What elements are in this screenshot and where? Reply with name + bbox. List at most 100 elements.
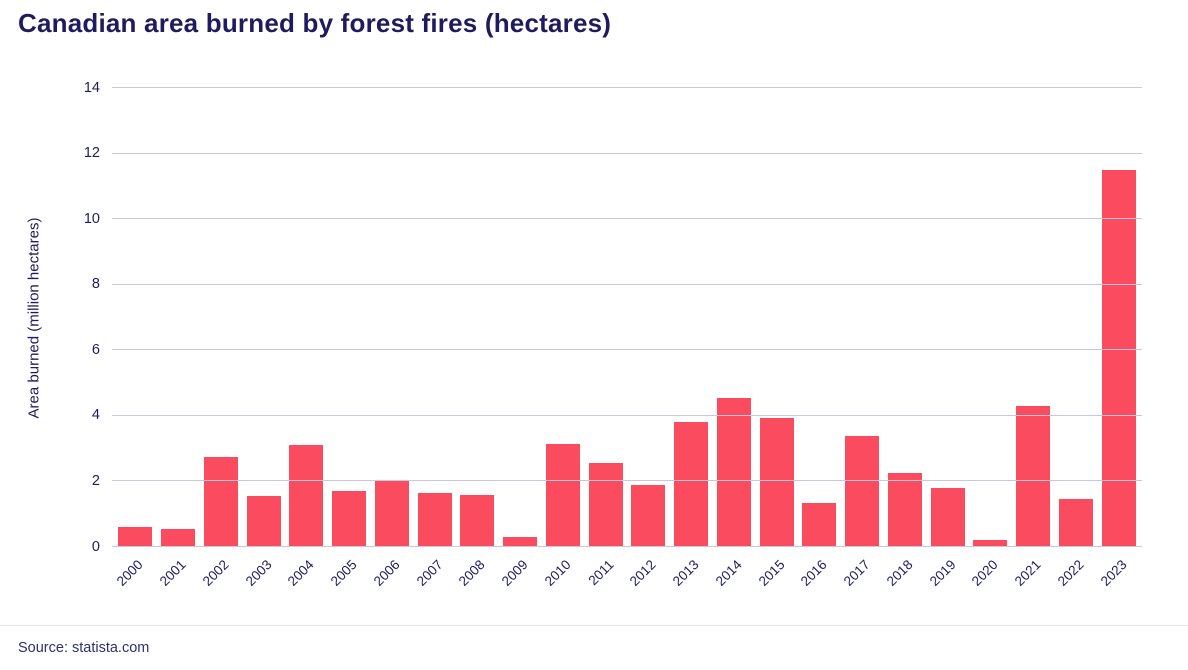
x-tick-label-2005: 2005 [327, 557, 360, 589]
bar-2007 [417, 492, 452, 547]
gridline-14 [112, 87, 1142, 88]
bar-2006 [374, 481, 409, 547]
bar-slot-2006 [371, 88, 414, 547]
x-tick-label-2022: 2022 [1054, 557, 1087, 589]
x-tick-label-2018: 2018 [883, 557, 916, 589]
chart-title: Canadian area burned by forest fires (he… [18, 8, 612, 38]
bar-slot-2000 [114, 88, 157, 547]
y-tick-label-8: 8 [91, 276, 100, 293]
x-tick-2022: 2022 [1055, 547, 1098, 617]
gridline-0 [112, 546, 1142, 547]
y-tick-label-10: 10 [83, 210, 100, 227]
x-tick-label-2020: 2020 [969, 557, 1001, 589]
x-tick-2013: 2013 [670, 547, 713, 617]
x-tick-label-2001: 2001 [156, 557, 189, 589]
x-tick-label-2009: 2009 [498, 557, 531, 589]
y-tick-label-14: 14 [83, 79, 100, 96]
y-tick-label-12: 12 [83, 145, 100, 162]
x-tick-2004: 2004 [285, 547, 328, 617]
x-tick-2012: 2012 [627, 547, 670, 617]
bar-2002 [203, 456, 238, 547]
x-tick-label-2000: 2000 [114, 557, 146, 589]
x-tick-2016: 2016 [798, 547, 841, 617]
bar-2012 [631, 484, 666, 547]
x-tick-label-2011: 2011 [585, 557, 617, 589]
x-tick-2006: 2006 [371, 547, 414, 617]
x-tick-label-2002: 2002 [199, 557, 232, 589]
y-tick-label-6: 6 [91, 341, 100, 358]
x-tick-2002: 2002 [200, 547, 243, 617]
bar-slot-2001 [157, 88, 200, 547]
bar-slot-2004 [285, 88, 328, 547]
bar-2009 [503, 537, 538, 547]
bar-2023 [1101, 169, 1136, 547]
bar-2003 [246, 496, 281, 547]
bar-2013 [674, 422, 709, 547]
x-tick-2017: 2017 [841, 547, 884, 617]
bar-2020 [973, 540, 1008, 547]
bar-slot-2023 [1097, 88, 1140, 547]
x-tick-label-2004: 2004 [285, 557, 317, 589]
bar-2010 [545, 443, 580, 547]
bar-2015 [759, 417, 794, 547]
gridline-12 [112, 152, 1142, 154]
x-tick-2008: 2008 [456, 547, 499, 617]
footer-divider [0, 625, 1188, 626]
bar-2018 [887, 473, 922, 547]
bar-2005 [332, 491, 367, 547]
x-tick-2003: 2003 [242, 547, 285, 617]
bar-slot-2007 [413, 88, 456, 547]
x-tick-2011: 2011 [584, 547, 627, 617]
bar-slot-2016 [798, 88, 841, 547]
bar-2017 [845, 435, 880, 547]
x-tick-2014: 2014 [713, 547, 756, 617]
x-tick-label-2007: 2007 [413, 557, 446, 589]
bar-slot-2014 [713, 88, 756, 547]
x-tick-2009: 2009 [499, 547, 542, 617]
x-axis-labels: 2000 2001 2002 2003 2004 2005 2006 2007 2008 2009… [112, 547, 1142, 617]
x-tick-2001: 2001 [157, 547, 200, 617]
bar-slot-2010 [542, 88, 585, 547]
gridline-4 [112, 414, 1142, 416]
bar-slot-2012 [627, 88, 670, 547]
x-tick-2021: 2021 [1012, 547, 1055, 617]
bar-2004 [289, 445, 324, 547]
x-tick-label-2003: 2003 [242, 557, 275, 589]
bar-slot-2015 [755, 88, 798, 547]
gridline-2 [112, 480, 1142, 482]
x-tick-2005: 2005 [328, 547, 371, 617]
bar-2016 [802, 502, 837, 547]
x-tick-label-2021: 2021 [1011, 557, 1044, 589]
bar-2022 [1058, 499, 1093, 547]
x-tick-label-2012: 2012 [627, 557, 659, 589]
x-tick-label-2014: 2014 [712, 557, 745, 589]
bar-2014 [716, 397, 751, 547]
x-tick-2020: 2020 [969, 547, 1012, 617]
bar-slot-2002 [200, 88, 243, 547]
bar-2021 [1016, 406, 1051, 547]
x-tick-2000: 2000 [114, 547, 157, 617]
x-tick-label-2016: 2016 [798, 557, 830, 589]
gridline-6 [112, 349, 1142, 351]
x-tick-2010: 2010 [542, 547, 585, 617]
y-axis-label: Area burned (million hectares) [25, 217, 43, 419]
bar-slot-2021 [1012, 88, 1055, 547]
gridline-10 [112, 218, 1142, 220]
x-tick-label-2023: 2023 [1097, 557, 1130, 589]
y-tick-label-4: 4 [91, 407, 100, 424]
x-tick-label-2010: 2010 [541, 557, 574, 589]
x-tick-label-2017: 2017 [840, 557, 873, 589]
x-tick-label-2006: 2006 [370, 557, 403, 589]
x-tick-label-2019: 2019 [926, 557, 959, 589]
x-tick-2019: 2019 [926, 547, 969, 617]
x-tick-label-2015: 2015 [755, 557, 788, 589]
bar-slot-2020 [969, 88, 1012, 547]
x-tick-label-2008: 2008 [456, 557, 488, 589]
x-tick-2007: 2007 [413, 547, 456, 617]
bar-slot-2011 [584, 88, 627, 547]
x-tick-2018: 2018 [884, 547, 927, 617]
bar-2008 [460, 494, 495, 547]
bar-slot-2019 [926, 88, 969, 547]
bar-2011 [588, 463, 623, 547]
